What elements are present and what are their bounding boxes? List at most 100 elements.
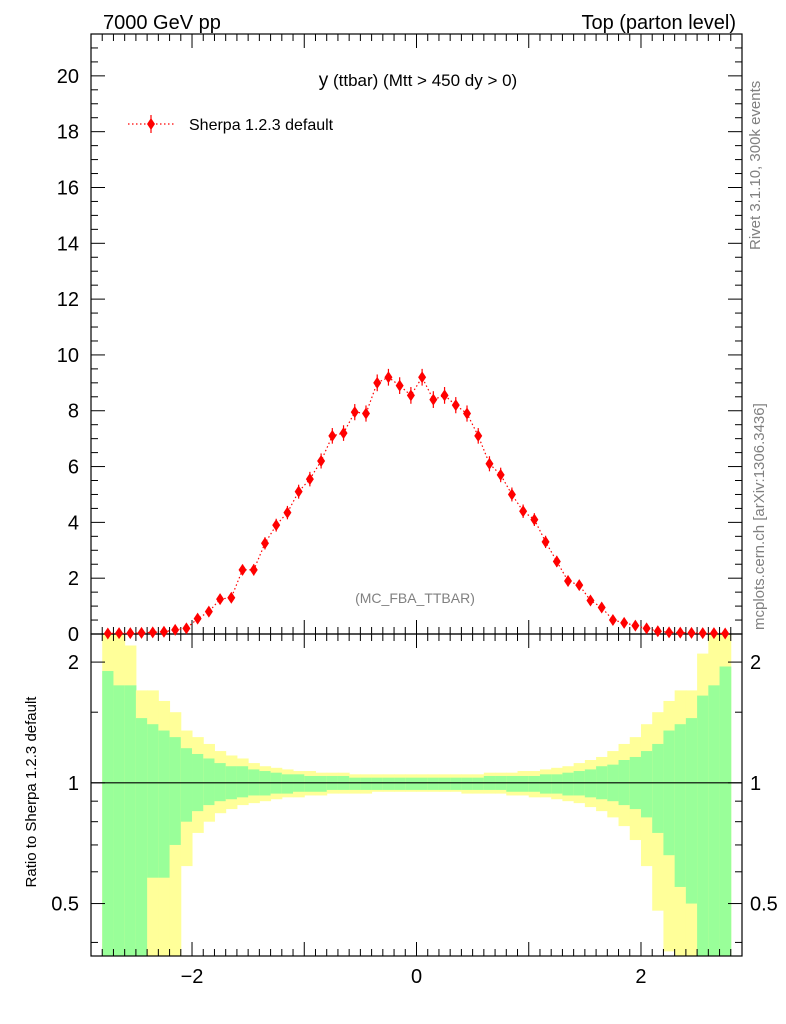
- data-point: [653, 625, 662, 638]
- ratio-ytick-label-left: 1: [68, 773, 79, 795]
- ratio-ylabel: Ratio to Sherpa 1.2.3 default: [23, 696, 40, 888]
- ratio-inner-band: [113, 685, 126, 956]
- mcplots-label: mcplots.cern.ch [arXiv:1306.3436]: [751, 403, 768, 630]
- ratio-inner-band: [438, 777, 451, 790]
- ratio-inner-band: [147, 724, 159, 878]
- plot-title-main: y: [319, 70, 329, 91]
- main-ytick-label: 18: [57, 122, 79, 144]
- data-point: [496, 468, 505, 481]
- data-point: [620, 616, 629, 629]
- ratio-inner-band: [124, 685, 137, 956]
- data-point: [608, 614, 617, 627]
- data-point: [373, 376, 382, 389]
- ratio-inner-band: [382, 777, 395, 790]
- data-point: [249, 563, 258, 576]
- data-point: [260, 537, 269, 550]
- data-point: [474, 429, 483, 442]
- data-point: [552, 555, 561, 568]
- main-ytick-label: 4: [68, 512, 79, 534]
- data-point: [541, 535, 550, 548]
- data-point: [227, 591, 236, 604]
- data-point: [451, 399, 460, 412]
- data-point: [159, 625, 168, 638]
- main-ytick-label: 0: [68, 624, 79, 646]
- main-ytick-label: 10: [57, 345, 79, 367]
- main-ytick-label: 8: [68, 401, 79, 423]
- ratio-inner-band: [472, 777, 485, 790]
- ratio-ytick-label-right: 2: [750, 652, 761, 674]
- main-ytick-label: 20: [57, 66, 79, 88]
- xtick-label: 2: [635, 966, 646, 988]
- ratio-inner-band: [394, 777, 406, 790]
- ratio-inner-band: [371, 777, 384, 790]
- data-point: [216, 593, 225, 606]
- data-point: [507, 488, 516, 501]
- ratio-ytick-label-left: 0.5: [51, 894, 79, 916]
- data-point: [361, 407, 370, 420]
- ratio-inner-band: [697, 695, 709, 956]
- main-ytick-label: 16: [57, 177, 79, 199]
- ratio-inner-band: [214, 763, 227, 802]
- ratio-inner-band: [360, 777, 373, 790]
- plot-title-rest: (ttbar) (Mtt > 450 dy > 0): [333, 71, 517, 90]
- legend-marker: [147, 118, 155, 130]
- data-point: [642, 622, 651, 635]
- ratio-inner-band: [315, 775, 328, 792]
- main-ytick-label: 14: [57, 233, 79, 255]
- ratio-inner-band: [562, 772, 575, 796]
- data-point: [418, 371, 427, 384]
- data-point: [339, 427, 348, 440]
- ratio-ytick-label-right: 0.5: [750, 894, 778, 916]
- data-point: [193, 612, 202, 625]
- ratio-inner-band: [281, 774, 294, 794]
- data-point: [519, 505, 528, 518]
- data-point: [272, 519, 281, 532]
- data-point: [384, 371, 393, 384]
- data-point: [395, 379, 404, 392]
- ratio-inner-band: [551, 774, 563, 794]
- ratio-inner-band: [416, 777, 429, 790]
- data-point: [294, 485, 303, 498]
- data-point: [530, 513, 539, 526]
- data-point: [238, 563, 247, 576]
- data-point: [182, 622, 191, 635]
- ratio-inner-band: [506, 775, 519, 792]
- data-point: [440, 389, 449, 402]
- ratio-inner-band: [719, 666, 732, 956]
- ratio-inner-band: [517, 775, 530, 792]
- ratio-inner-band: [427, 777, 440, 790]
- ratio-inner-band: [539, 774, 552, 794]
- data-point: [171, 623, 180, 636]
- data-point: [283, 506, 292, 519]
- ratio-inner-band: [685, 718, 698, 904]
- ratio-inner-band: [236, 766, 249, 798]
- data-point: [564, 574, 573, 587]
- data-point: [406, 389, 415, 402]
- data-point: [485, 457, 494, 470]
- ratio-inner-band: [461, 777, 474, 790]
- xtick-label: −2: [181, 966, 204, 988]
- ratio-inner-band: [405, 777, 417, 790]
- ratio-ytick-label-left: 2: [68, 652, 79, 674]
- data-point: [305, 473, 314, 486]
- ratio-inner-band: [169, 737, 182, 845]
- data-point: [586, 594, 595, 607]
- data-point: [665, 626, 674, 639]
- header-right: Top (parton level): [581, 12, 736, 34]
- data-point: [103, 627, 112, 640]
- data-point: [687, 626, 696, 639]
- ratio-inner-band: [674, 724, 687, 887]
- ratio-inner-band: [640, 751, 653, 818]
- ratio-inner-band: [135, 718, 148, 956]
- data-point: [676, 626, 685, 639]
- data-point: [148, 626, 157, 639]
- ratio-inner-band: [528, 775, 541, 792]
- main-ytick-label: 12: [57, 289, 79, 311]
- data-point: [463, 407, 472, 420]
- main-ytick-label: 2: [68, 568, 79, 590]
- data-point: [137, 626, 146, 639]
- ratio-inner-band: [652, 743, 664, 833]
- data-point: [115, 627, 124, 640]
- analysis-watermark: (MC_FBA_TTBAR): [355, 590, 475, 606]
